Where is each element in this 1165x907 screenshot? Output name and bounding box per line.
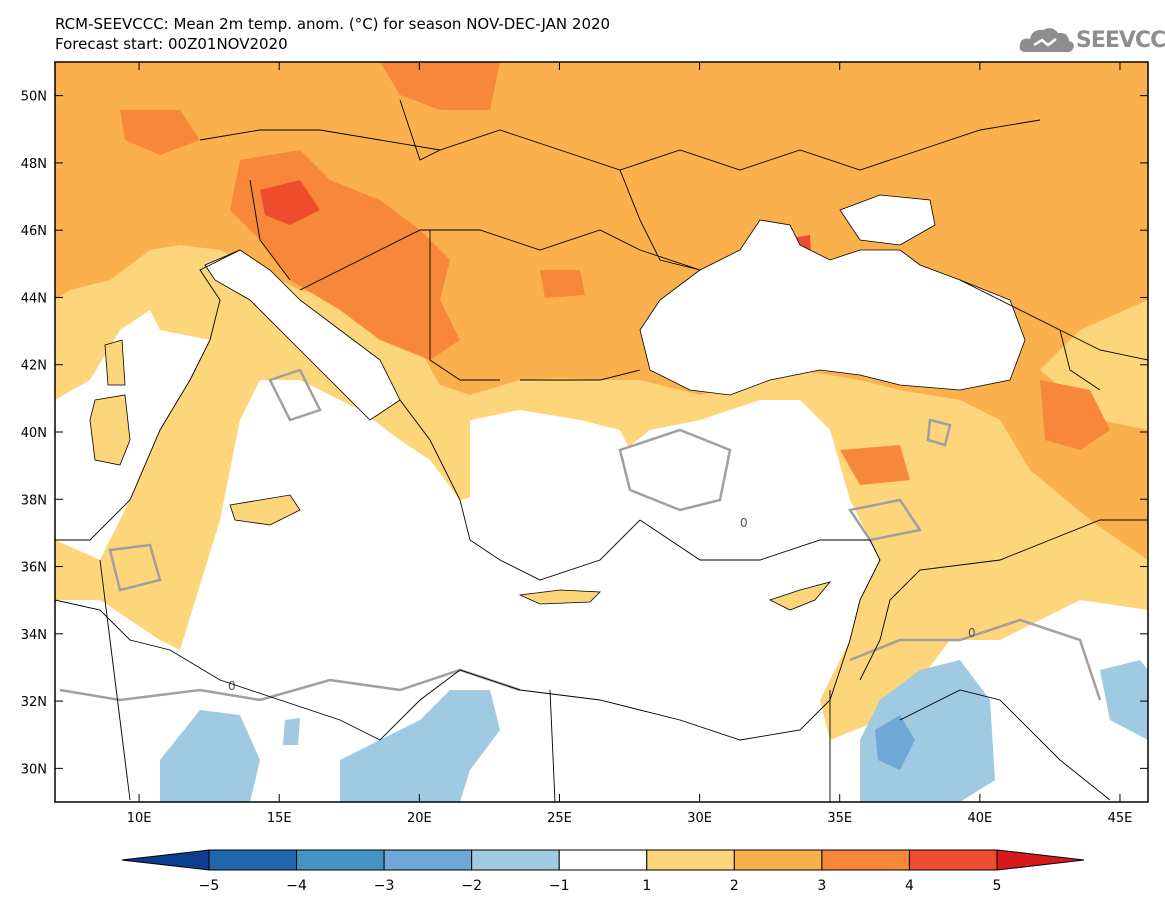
corsica bbox=[104, 339, 126, 386]
colorbar-label: −3 bbox=[374, 878, 395, 894]
lon-tick-label: 45E bbox=[1108, 811, 1133, 826]
cloud-icon bbox=[1019, 28, 1074, 53]
contour-label-libya: 0 bbox=[228, 679, 236, 693]
colorbar-label: 3 bbox=[817, 878, 826, 894]
lon-tick-label: 40E bbox=[967, 811, 992, 826]
anomaly-neutral-south bbox=[55, 310, 210, 560]
anomaly-band-3-4-anatolia bbox=[840, 445, 910, 485]
contour-label-levant: 0 bbox=[968, 626, 976, 640]
lat-tick-label: 34N bbox=[21, 628, 47, 643]
lat-tick-label: 30N bbox=[21, 762, 47, 777]
anomaly-band-3-4-north bbox=[380, 62, 500, 110]
colorbar-label: 1 bbox=[642, 878, 651, 894]
zero-contours bbox=[59, 368, 1102, 702]
anomaly-band-3-4-romania bbox=[540, 270, 585, 298]
title-line-2: Forecast start: 00Z01NOV2020 bbox=[55, 35, 288, 53]
anomaly-band-4-5-alps bbox=[260, 180, 320, 225]
lon-tick-label: 30E bbox=[687, 811, 712, 826]
colorbar-label: 2 bbox=[730, 878, 739, 894]
colorbar-segment bbox=[558, 849, 648, 871]
colorbar-segment bbox=[208, 849, 298, 871]
black-sea bbox=[639, 219, 1026, 396]
anomaly-band-3-4-northwest bbox=[120, 110, 200, 155]
colorbar-label: −1 bbox=[549, 878, 570, 894]
anomaly-neutral-mediterranean bbox=[55, 380, 1148, 802]
lon-tick-label: 25E bbox=[547, 811, 572, 826]
coastlines-and-borders bbox=[55, 99, 1148, 802]
lat-tick-label: 38N bbox=[21, 493, 47, 508]
colorbar-label: 5 bbox=[993, 878, 1002, 894]
lat-tick-label: 42N bbox=[21, 359, 47, 374]
lon-tick-label: 20E bbox=[407, 811, 432, 826]
map-axes: 10E 15E 20E 25E 30E 35E 40E 45E 30N 32N 34N 36N 38N 4… bbox=[21, 62, 1148, 826]
lon-tick-label: 10E bbox=[127, 811, 152, 826]
anomaly-band-neg-libya bbox=[160, 710, 260, 802]
lat-tick-label: 50N bbox=[21, 90, 47, 105]
cyprus bbox=[768, 581, 832, 611]
anomaly-band-neg-small bbox=[283, 718, 300, 745]
aegean-sea bbox=[470, 410, 640, 580]
sea-of-azov bbox=[839, 194, 936, 246]
anomaly-band-neg-east bbox=[1100, 660, 1148, 740]
map-layers: 0 0 0 bbox=[55, 62, 1148, 802]
sicily bbox=[229, 494, 301, 526]
colorbar-segment bbox=[383, 849, 473, 871]
anomaly-band-3-4-east bbox=[1040, 380, 1110, 450]
lat-tick-label: 40N bbox=[21, 426, 47, 441]
colorbar-segment bbox=[733, 849, 823, 871]
colorbar-low-extend bbox=[121, 849, 210, 871]
lat-tick-label: 32N bbox=[21, 695, 47, 710]
map-title: RCM-SEEVCCC: Mean 2m temp. anom. (°C) fo… bbox=[55, 14, 610, 54]
lat-tick-label: 48N bbox=[21, 157, 47, 172]
contour-label-anatolia: 0 bbox=[740, 516, 748, 530]
colorbar-segment bbox=[821, 849, 910, 871]
anomaly-band-neg-strong bbox=[875, 715, 915, 770]
crete bbox=[518, 589, 601, 605]
temperature-anomaly-map: 0 0 0 bbox=[21, 61, 1149, 826]
lon-tick-label: 35E bbox=[827, 811, 852, 826]
title-line-1: RCM-SEEVCCC: Mean 2m temp. anom. (°C) fo… bbox=[55, 15, 611, 33]
lat-tick-label: 36N bbox=[21, 561, 47, 576]
lat-tick-label: 46N bbox=[21, 224, 47, 239]
sardinia bbox=[89, 394, 131, 466]
colorbar-segment bbox=[646, 849, 735, 871]
anomaly-band-neg-gulf bbox=[340, 690, 500, 802]
colorbar-label: −5 bbox=[199, 878, 220, 894]
seevccc-logo: SEEVCCC bbox=[1018, 22, 1165, 58]
colorbar-segment bbox=[471, 849, 560, 871]
lat-tick-label: 44N bbox=[21, 291, 47, 306]
colorbar-label: −4 bbox=[286, 878, 307, 894]
logo-text: SEEVCCC bbox=[1076, 28, 1165, 53]
colorbar-label: 4 bbox=[905, 878, 914, 894]
lon-tick-label: 15E bbox=[267, 811, 292, 826]
colorbar-label: −2 bbox=[461, 878, 482, 894]
colorbar-high-extend bbox=[996, 849, 1085, 871]
colorbar-segment bbox=[296, 849, 385, 871]
colorbar-segment bbox=[908, 849, 998, 871]
